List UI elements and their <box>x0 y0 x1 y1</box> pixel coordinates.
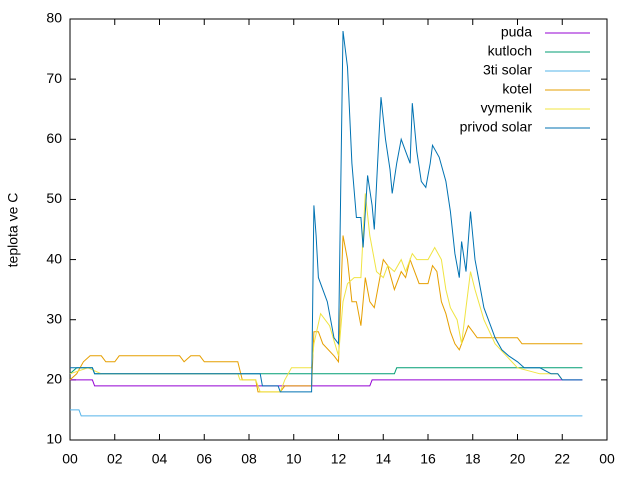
series-line <box>70 409 583 417</box>
series-line <box>69 193 563 393</box>
legend-label: kutloch <box>488 43 532 59</box>
y-tick-label: 60 <box>46 130 62 146</box>
legend-label: 3ti solar <box>483 62 532 78</box>
x-tick-label: 12 <box>331 451 347 467</box>
y-tick-label: 50 <box>46 190 62 206</box>
y-tick-label: 80 <box>46 10 62 26</box>
x-tick-label: 00 <box>62 451 78 467</box>
x-tick-label: 00 <box>599 451 615 467</box>
y-tick-label: 70 <box>46 70 62 86</box>
y-tick-label: 10 <box>46 431 62 447</box>
y-axis-label: teplota ve C <box>5 193 21 268</box>
x-tick-label: 22 <box>554 451 570 467</box>
x-tick-label: 08 <box>241 451 257 467</box>
x-tick-label: 16 <box>420 451 436 467</box>
x-tick-label: 04 <box>152 451 168 467</box>
x-tick-label: 20 <box>510 451 526 467</box>
y-tick-label: 20 <box>46 371 62 387</box>
legend-label: kotel <box>502 81 532 97</box>
x-tick-label: 14 <box>375 451 391 467</box>
legend-label: privod solar <box>460 119 533 135</box>
series-line <box>69 235 583 393</box>
legend-label: vymenik <box>481 100 533 116</box>
y-tick-label: 30 <box>46 310 62 326</box>
x-tick-label: 02 <box>107 451 123 467</box>
legend-label: puda <box>501 24 532 40</box>
series-line <box>70 30 583 393</box>
x-tick-label: 18 <box>465 451 481 467</box>
x-tick-label: 10 <box>286 451 302 467</box>
x-tick-label: 06 <box>196 451 212 467</box>
y-tick-label: 40 <box>46 250 62 266</box>
series-line <box>70 379 583 387</box>
